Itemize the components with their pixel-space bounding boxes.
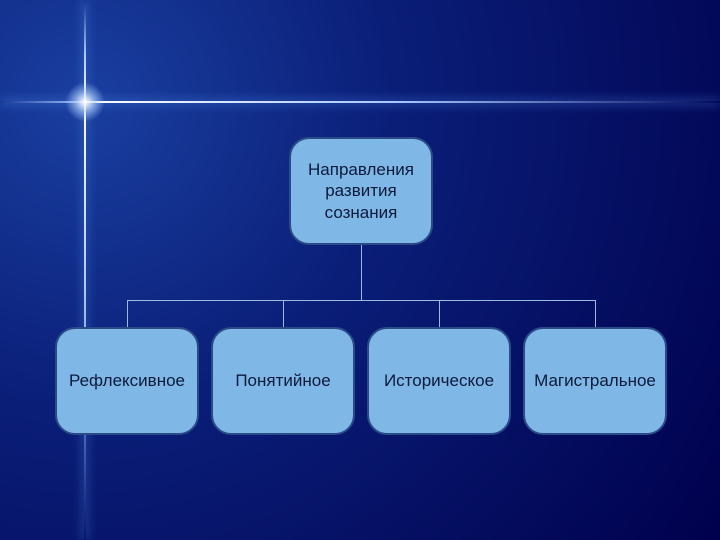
flare-horizontal xyxy=(0,101,720,103)
connector-drop-0 xyxy=(127,300,128,327)
connector-drop-3 xyxy=(595,300,596,327)
child-node-0: Рефлексивное xyxy=(55,327,199,435)
child-label: Понятийное xyxy=(235,370,330,391)
root-line2: развития xyxy=(325,181,397,200)
connector-bus xyxy=(127,300,595,301)
child-node-3: Магистральное xyxy=(523,327,667,435)
root-line3: сознания xyxy=(325,203,398,222)
slide-canvas: Направления развития сознания Рефлексивное П… xyxy=(0,0,720,540)
flare-vertical xyxy=(84,0,86,540)
root-node: Направления развития сознания xyxy=(289,137,433,245)
child-label: Рефлексивное xyxy=(69,370,185,391)
child-node-1: Понятийное xyxy=(211,327,355,435)
connector-trunk xyxy=(361,245,362,300)
connector-drop-1 xyxy=(283,300,284,327)
root-label: Направления развития сознания xyxy=(308,159,414,223)
child-label: Магистральное xyxy=(534,370,656,391)
root-line1: Направления xyxy=(308,160,414,179)
flare-core xyxy=(65,82,105,122)
child-node-2: Историческое xyxy=(367,327,511,435)
connector-drop-2 xyxy=(439,300,440,327)
child-label: Историческое xyxy=(384,370,494,391)
